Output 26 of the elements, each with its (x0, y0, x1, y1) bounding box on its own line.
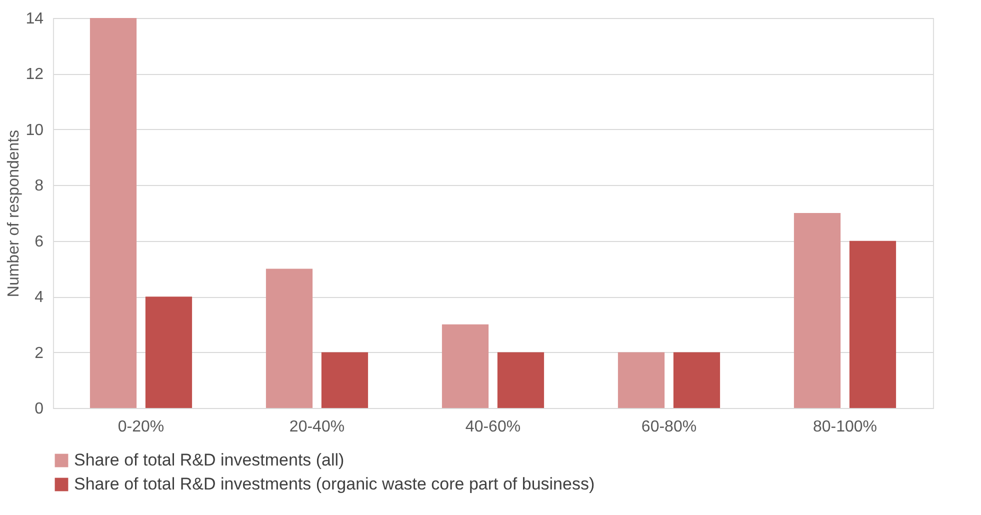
bar (90, 18, 137, 408)
x-tick-label: 60-80% (641, 418, 697, 436)
bar (497, 352, 544, 408)
y-tick-label: 8 (34, 178, 44, 195)
legend-label: Share of total R&D investments (all) (74, 450, 344, 470)
bar (145, 296, 192, 408)
bar (321, 352, 368, 408)
y-tick-label: 10 (26, 122, 44, 139)
x-tick-label: 80-100% (812, 418, 878, 436)
bar (673, 352, 720, 408)
y-tick-label: 12 (26, 66, 44, 84)
legend-label: Share of total R&D investments (organic waste core part of business) (74, 474, 595, 494)
y-tick-label: 2 (34, 344, 44, 362)
bar (618, 352, 665, 408)
y-tick-label: 6 (34, 233, 44, 250)
y-tick-label: 14 (26, 10, 44, 28)
x-tick-label: 0-20% (118, 418, 164, 436)
bar (794, 213, 841, 408)
y-tick-label: 0 (34, 400, 44, 418)
y-axis-title: Number of respondents (6, 130, 23, 298)
x-tick-label: 40-60% (465, 418, 521, 436)
bar (849, 240, 896, 408)
bar (442, 324, 489, 408)
x-tick-label: 20-40% (289, 418, 345, 436)
bar (266, 268, 313, 408)
y-tick-label: 4 (34, 289, 44, 306)
